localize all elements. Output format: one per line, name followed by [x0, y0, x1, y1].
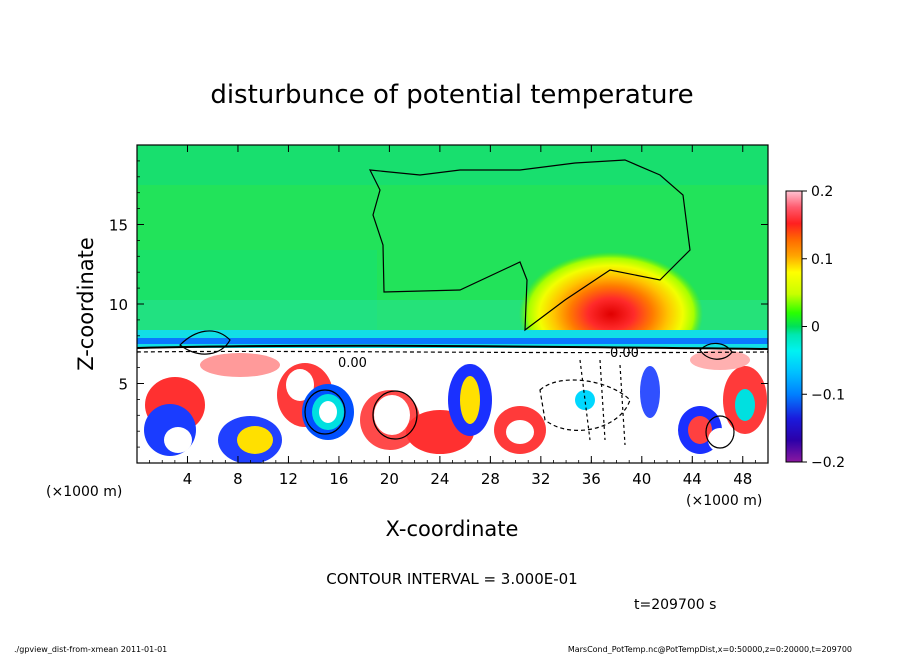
colorbar-tick-label: 0.2	[811, 184, 833, 200]
x-tick-label: 16	[329, 470, 348, 488]
x-axis-label: X-coordinate	[386, 517, 519, 541]
footer-right: MarsCond_PotTemp.nc@PotTempDist,x=0:5000…	[568, 645, 852, 654]
upper-left-shade	[137, 250, 377, 330]
cyan-band	[137, 330, 768, 338]
x-tick-label: 32	[531, 470, 550, 488]
y-tick-label: 15	[109, 217, 128, 235]
colorbar-tick-label: −0.2	[811, 455, 845, 471]
colorbar-ticks: 0.2 0.1 0 −0.1 −0.2	[802, 184, 845, 471]
x-tick-label: 48	[733, 470, 752, 488]
chart-title: disturbunce of potential temperature	[210, 80, 693, 110]
lower-blobs	[144, 350, 767, 463]
colorbar-tick-label: −0.1	[811, 387, 845, 403]
y-tick-label: 5	[118, 376, 128, 394]
blue-band	[137, 338, 768, 344]
x-tick-label: 12	[279, 470, 298, 488]
colorbar-tick-label: 0.1	[811, 252, 833, 268]
x-unit-left: (×1000 m)	[46, 484, 122, 500]
footer-left: ./gpview_dist-from-xmean 2011-01-01	[14, 645, 167, 654]
x-tick-label: 4	[183, 470, 193, 488]
x-tick-label: 40	[632, 470, 651, 488]
x-tick-label: 8	[233, 470, 243, 488]
contour-label-1: 0.00	[338, 356, 367, 371]
y-axis-label: Z-coordinate	[74, 237, 98, 371]
contour-label-2: 0.00	[610, 346, 639, 361]
time-label: t=209700 s	[634, 597, 716, 613]
heatmap-field	[137, 145, 768, 463]
x-tick-label: 24	[430, 470, 449, 488]
contour-interval: CONTOUR INTERVAL = 3.000E-01	[326, 570, 577, 588]
x-tick-label: 44	[683, 470, 702, 488]
x-tick-label: 36	[582, 470, 601, 488]
x-tick-label: 20	[380, 470, 399, 488]
contour-lines	[137, 159, 768, 449]
x-axis-ticks: 4 8 12 16 20 24 28 32 36 40 44 48	[136, 145, 769, 488]
colorbar-fill	[786, 191, 802, 462]
y-axis-ticks: 5 10 15	[109, 144, 768, 464]
y-tick-label: 10	[109, 296, 128, 314]
upper-top-band	[137, 145, 768, 185]
x-unit-right: (×1000 m)	[686, 493, 762, 509]
x-tick-label: 28	[481, 470, 500, 488]
colorbar-tick-label: 0	[811, 320, 820, 336]
